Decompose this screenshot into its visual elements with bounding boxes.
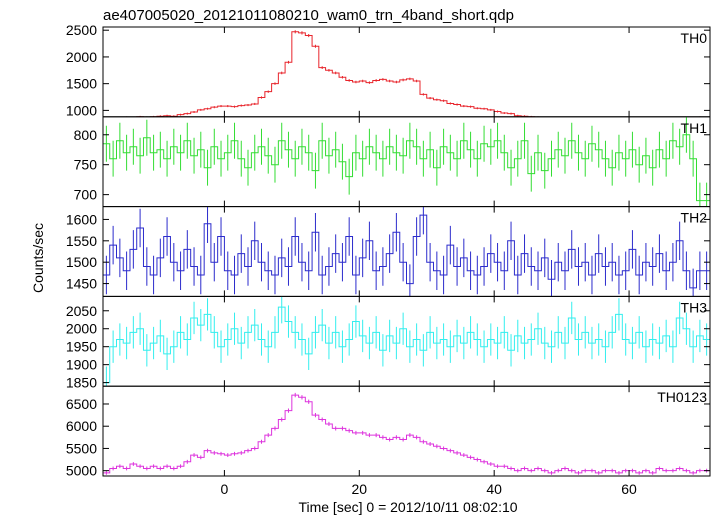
panel-th0: 1000 1500 2000 2500 TH0 xyxy=(66,22,711,118)
x-tick-label: 60 xyxy=(621,481,637,497)
panel-th3: 1850 1900 1950 2000 2050 TH3 xyxy=(66,295,711,391)
chart-title: ae407005020_20121011080210_wam0_trn_4ban… xyxy=(103,7,514,24)
series-line xyxy=(103,306,710,384)
y-tick-label: 2500 xyxy=(66,22,97,38)
panel-frame xyxy=(102,26,711,118)
x-axis-title: Time [sec] 0 = 2012/10/11 08:02:10 xyxy=(298,499,517,515)
panel-label: TH0 xyxy=(681,30,708,46)
panel-th1: 700 750 800 TH1 xyxy=(74,116,711,208)
x-tick-label: 0 xyxy=(221,481,229,497)
panel-label: TH2 xyxy=(681,210,708,226)
y-axis-title: Counts/sec xyxy=(30,223,46,293)
x-tick-label: 40 xyxy=(486,481,502,497)
panel-label: TH1 xyxy=(681,120,708,136)
series-line xyxy=(103,134,710,202)
y-tick-label: 1000 xyxy=(66,102,97,118)
series-line xyxy=(103,214,710,289)
y-tick-label: 5000 xyxy=(66,463,97,479)
y-tick-label: 5500 xyxy=(66,440,97,456)
y-tick-label: 2000 xyxy=(66,49,97,65)
y-tick-label: 1450 xyxy=(66,276,97,292)
panel-frame xyxy=(102,385,711,477)
panel-label: TH0123 xyxy=(657,389,707,405)
y-tick-label: 800 xyxy=(74,127,98,143)
series-line xyxy=(136,31,536,117)
y-tick-label: 2050 xyxy=(66,303,97,319)
series-th3 xyxy=(103,296,710,387)
panel-th0123: 5000 5500 6000 6500 TH0123 xyxy=(66,385,711,479)
series-th0123 xyxy=(103,392,710,475)
y-tick-label: 700 xyxy=(74,187,98,203)
y-tick-label: 750 xyxy=(74,157,98,173)
y-tick-label: 1600 xyxy=(66,211,97,227)
y-tick-label: 1900 xyxy=(66,357,97,373)
y-tick-label: 1500 xyxy=(66,254,97,270)
y-tick-label: 2000 xyxy=(66,321,97,337)
panel-th2: 1450 1500 1550 1600 TH2 xyxy=(66,206,711,297)
y-tick-label: 6000 xyxy=(66,418,97,434)
y-tick-label: 1500 xyxy=(66,76,97,92)
series-th1 xyxy=(103,116,710,207)
y-tick-label: 1850 xyxy=(66,375,97,391)
panel-label: TH3 xyxy=(681,299,708,315)
x-tick-label: 20 xyxy=(351,481,367,497)
y-tick-label: 1950 xyxy=(66,339,97,355)
series-th0 xyxy=(126,30,701,117)
series-th2 xyxy=(103,206,710,297)
y-tick-label: 1550 xyxy=(66,233,97,249)
y-tick-label: 6500 xyxy=(66,396,97,412)
series-line xyxy=(103,394,710,474)
